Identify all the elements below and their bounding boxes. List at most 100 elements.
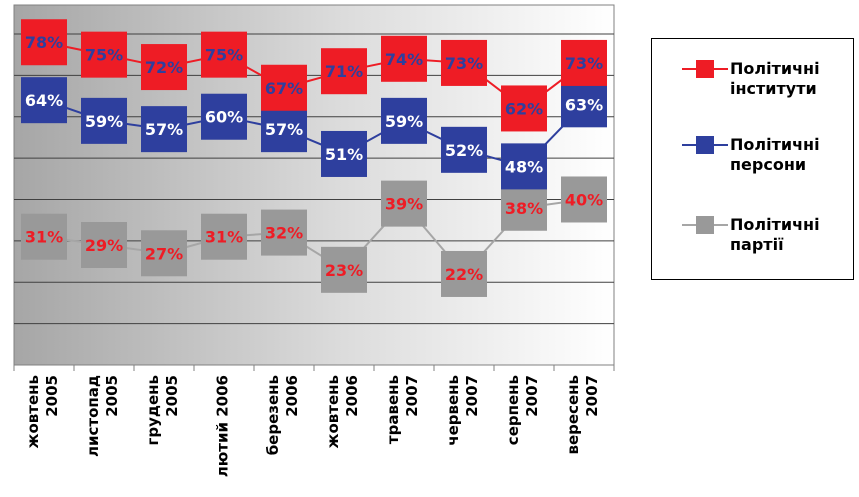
data-marker-s0-p6: [381, 35, 427, 82]
data-label-s0-p5: 71%: [325, 62, 363, 81]
x-label-6-line1: 2007: [403, 375, 421, 417]
x-label-9-line1: 2007: [583, 375, 601, 417]
data-marker-s2-p2: [141, 230, 187, 277]
data-marker-s0-p2: [141, 44, 187, 91]
data-marker-s1-p3: [201, 93, 247, 140]
data-label-s2-p6: 39%: [385, 195, 423, 214]
data-marker-s1-p2: [141, 106, 187, 153]
data-label-s2-p2: 27%: [145, 244, 183, 263]
data-label-s1-p4: 57%: [265, 120, 303, 139]
data-label-s0-p2: 72%: [145, 58, 183, 77]
legend-swatch-parties: [682, 216, 728, 234]
data-label-s2-p4: 32%: [265, 224, 303, 243]
data-label-s0-p6: 74%: [385, 50, 423, 69]
data-label-s2-p0: 31%: [25, 228, 63, 247]
data-marker-s2-p6: [381, 180, 427, 227]
x-label-3: лютий 2006: [214, 375, 232, 477]
data-marker-s1-p5: [321, 130, 367, 177]
legend-label-institutions-line2: інститути: [730, 79, 817, 98]
x-label-4: березень 2006: [264, 375, 301, 455]
x-label-0-line0: жовтень: [24, 375, 42, 448]
data-marker-s1-p1: [81, 97, 127, 144]
legend-item-persons: Політичні персони: [682, 135, 840, 175]
legend-swatch-persons: [682, 136, 728, 154]
legend-swatch-institutions: [682, 60, 728, 78]
data-label-s2-p8: 38%: [505, 199, 543, 218]
x-label-2-line0: грудень: [144, 375, 162, 446]
x-label-8: серпень 2007: [504, 375, 541, 445]
data-label-s1-p9: 63%: [565, 95, 603, 114]
x-label-0-line1: 2005: [43, 375, 61, 417]
series-line-0: [43, 41, 585, 110]
data-marker-s2-p8: [501, 184, 547, 231]
data-label-s1-p2: 57%: [145, 120, 183, 139]
data-marker-s1-p6: [381, 97, 427, 144]
data-marker-s2-p9: [561, 176, 607, 223]
data-marker-s0-p5: [321, 48, 367, 95]
data-label-s1-p1: 59%: [85, 112, 123, 131]
legend: Політичні інститути Політичні персони По…: [651, 38, 854, 280]
x-label-5: жовтень 2006: [324, 375, 361, 448]
legend-label-parties-line1: Політичні: [730, 215, 820, 234]
data-marker-s2-p7: [441, 250, 487, 297]
legend-marker-institutions: [696, 60, 714, 78]
x-label-9-line0: вересень: [564, 375, 582, 455]
series-lines: [43, 41, 585, 276]
x-label-0: жовтень 2005: [24, 375, 61, 448]
x-label-8-line1: 2007: [523, 375, 541, 417]
data-label-s2-p1: 29%: [85, 236, 123, 255]
data-marker-s2-p3: [201, 213, 247, 260]
legend-marker-persons: [696, 136, 714, 154]
x-label-3-line0: лютий 2006: [214, 375, 232, 477]
series-line-2: [43, 198, 585, 276]
data-label-s1-p3: 60%: [205, 108, 243, 127]
data-points: 31% 29% 27% 31% 32% 23% 39% 22% 38% 40% 64% 59% 57% 6…: [21, 19, 607, 297]
x-label-7-line1: 2007: [463, 375, 481, 417]
data-label-s2-p7: 22%: [445, 265, 483, 284]
x-axis-labels: жовтень 2005 листопад 2005 грудень 2005 лютий …: [24, 375, 601, 477]
data-label-s1-p0: 64%: [25, 91, 63, 110]
series-line-1: [43, 99, 585, 168]
data-marker-s0-p8: [501, 85, 547, 132]
legend-label-persons-line1: Політичні: [730, 135, 820, 154]
data-label-s0-p3: 75%: [205, 46, 243, 65]
x-label-6-line0: травень: [384, 375, 402, 444]
data-label-s0-p8: 62%: [505, 99, 543, 118]
data-label-s0-p7: 73%: [445, 54, 483, 73]
x-label-1-line0: листопад: [84, 375, 102, 457]
data-label-s2-p5: 23%: [325, 261, 363, 280]
data-label-s0-p9: 73%: [565, 54, 603, 73]
legend-label-institutions-line1: Політичні: [730, 59, 820, 78]
data-label-s1-p5: 51%: [325, 145, 363, 164]
data-marker-s0-p9: [561, 39, 607, 86]
x-label-5-line1: 2006: [343, 375, 361, 417]
x-label-6: травень 2007: [384, 375, 421, 444]
data-label-s0-p4: 67%: [265, 79, 303, 98]
x-label-8-line0: серпень: [504, 375, 522, 445]
data-label-s1-p8: 48%: [505, 157, 543, 176]
data-label-s2-p9: 40%: [565, 190, 603, 209]
data-marker-s0-p4: [261, 64, 307, 111]
x-label-9: вересень 2007: [564, 375, 601, 455]
data-marker-s1-p9: [561, 81, 607, 128]
x-label-1: листопад 2005: [84, 375, 121, 457]
legend-item-institutions: Політичні інститути: [682, 59, 840, 99]
data-marker-s1-p0: [21, 77, 67, 124]
x-label-7: червень 2007: [444, 375, 481, 446]
data-marker-s0-p3: [201, 31, 247, 78]
data-marker-s2-p0: [21, 213, 67, 260]
data-marker-s0-p7: [441, 39, 487, 86]
legend-marker-parties: [696, 216, 714, 234]
x-axis-ticks: [13, 365, 615, 371]
legend-label-persons-line2: персони: [730, 155, 807, 174]
legend-label-institutions: Політичні інститути: [730, 59, 840, 99]
x-label-4-line0: березень: [264, 375, 282, 455]
data-marker-s2-p5: [321, 246, 367, 293]
data-marker-s0-p1: [81, 31, 127, 78]
data-marker-s1-p8: [501, 143, 547, 190]
x-label-2-line1: 2005: [163, 375, 181, 417]
data-marker-s2-p1: [81, 222, 127, 268]
data-label-s0-p1: 75%: [85, 46, 123, 65]
